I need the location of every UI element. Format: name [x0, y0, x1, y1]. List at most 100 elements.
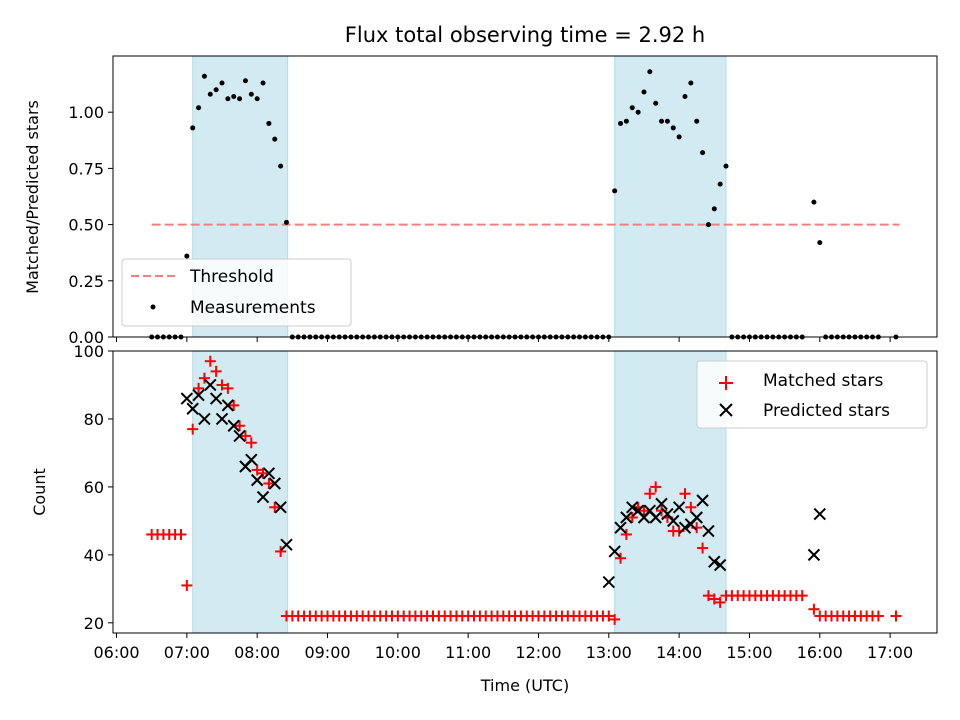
bottom-x-tick-label: 06:00 [93, 643, 139, 662]
top-legend-box [121, 258, 352, 327]
measurement-point [196, 105, 202, 111]
matched-star-point [620, 528, 632, 540]
measurement-point [225, 96, 231, 102]
measurement-point [213, 87, 219, 93]
top-y-tick-label: 1.00 [68, 103, 104, 122]
measurement-point [248, 91, 254, 97]
measurements-legend-swatch [150, 304, 156, 310]
measurement-point [184, 253, 190, 259]
predicted-star-point [672, 501, 686, 514]
measurement-point [647, 69, 653, 75]
matched-star-point [697, 542, 709, 554]
top-title: Flux total observing time = 2.92 h [345, 23, 705, 47]
predicted-star-point [180, 392, 194, 405]
bottom-x-tick-label: 10:00 [375, 643, 421, 662]
top-panel: Flux total observing time = 2.92 h 0.00 0… [23, 23, 938, 347]
measurement-point [811, 199, 817, 205]
matched-star-point [603, 610, 615, 622]
measurement-point [231, 93, 237, 99]
top-y-tick-label: 0.75 [68, 159, 104, 178]
bottom-legend-box [696, 360, 928, 429]
top-y-tick-label: 0.25 [68, 272, 104, 291]
predicted-star-point [696, 494, 709, 507]
matched-legend-swatch [719, 376, 733, 390]
matched-star-point [890, 610, 902, 622]
matched-star-point [626, 511, 638, 523]
top-x-ticks [116, 337, 891, 342]
predicted-star-point [186, 402, 199, 415]
matched-star-point [708, 593, 720, 605]
measurement-point [688, 80, 694, 86]
measurement-point [817, 240, 823, 246]
measurement-point [237, 96, 243, 102]
bottom-x-tick-label: 11:00 [445, 643, 491, 662]
threshold-legend-label: Threshold [189, 267, 274, 287]
matched-star-point [714, 596, 726, 608]
bottom-x-axis-label: Time (UTC) [480, 676, 569, 695]
predicted-star-point [268, 477, 281, 490]
predicted-star-point [262, 467, 276, 480]
matched-star-point [685, 501, 697, 513]
measurement-point [705, 222, 711, 228]
measurement-point [283, 219, 289, 225]
matched-star-point [644, 488, 656, 500]
measurement-point [670, 125, 676, 131]
bottom-y-tick-label: 100 [73, 342, 104, 361]
bottom-x-tick-label: 09:00 [304, 643, 350, 662]
measurement-point [618, 120, 624, 126]
bottom-x-ticks: 06:00 07:00 08:00 09:00 10:00 11:00 12:00 13:00… [93, 633, 913, 662]
measurement-point [653, 100, 659, 106]
matched-star-point [638, 505, 650, 517]
bottom-x-tick-label: 14:00 [656, 643, 702, 662]
predicted-legend-label: Predicted stars [763, 401, 890, 421]
measurement-point [659, 118, 665, 124]
predicted-star-point [649, 511, 662, 524]
predicted-star-point [245, 453, 258, 466]
top-shaded-region-1 [614, 55, 727, 338]
measurement-point [266, 120, 272, 126]
matched-star-point [796, 590, 808, 602]
bottom-x-tick-label: 13:00 [586, 643, 632, 662]
matched-star-point [609, 613, 621, 625]
predicted-star-point [626, 501, 639, 514]
matched-star-point [615, 552, 627, 564]
matched-star-point [204, 355, 216, 367]
predicted-star-point [655, 497, 668, 511]
measurement-point [676, 134, 682, 140]
measurement-point [629, 105, 635, 111]
measurements-legend-label: Measurements [190, 298, 316, 318]
matched-star-point [808, 603, 820, 615]
matched-star-point [269, 501, 281, 513]
measurement-point [682, 93, 688, 99]
bottom-panel: 20 40 60 80 100 06:00 07:00 08:00 09:00 10:00 11:… [30, 342, 938, 695]
predicted-star-point [602, 575, 616, 589]
measurement-point [612, 188, 618, 194]
bottom-axes-frame [112, 350, 938, 634]
predicted-star-point [204, 378, 217, 392]
matched-star-point [228, 399, 240, 411]
predicted-star-point [807, 548, 821, 562]
matched-star-point [222, 382, 234, 394]
measurement-point [635, 109, 641, 115]
measurement-point [190, 125, 196, 131]
matched-star-point [650, 481, 662, 493]
matched-star-point [872, 610, 884, 622]
matched-star-point [702, 590, 714, 602]
measurement-point [260, 80, 266, 86]
matched-star-point [187, 423, 199, 435]
measurement-point [207, 91, 213, 97]
measurement-point [723, 163, 729, 169]
bottom-y-tick-label: 80 [84, 410, 104, 429]
predicted-star-point [713, 558, 727, 572]
predicted-star-points [180, 378, 826, 589]
predicted-star-point [215, 412, 229, 426]
bottom-y-tick-label: 40 [84, 546, 104, 565]
measurement-point [700, 150, 706, 156]
bottom-y-ticks: 20 40 60 80 100 [73, 342, 113, 633]
measurement-point [641, 89, 647, 95]
matched-star-point [263, 478, 275, 490]
bottom-x-tick-label: 15:00 [726, 643, 772, 662]
top-y-tick-label: 0.00 [68, 328, 104, 347]
matched-star-point [257, 467, 269, 479]
predicted-star-point [192, 388, 205, 402]
